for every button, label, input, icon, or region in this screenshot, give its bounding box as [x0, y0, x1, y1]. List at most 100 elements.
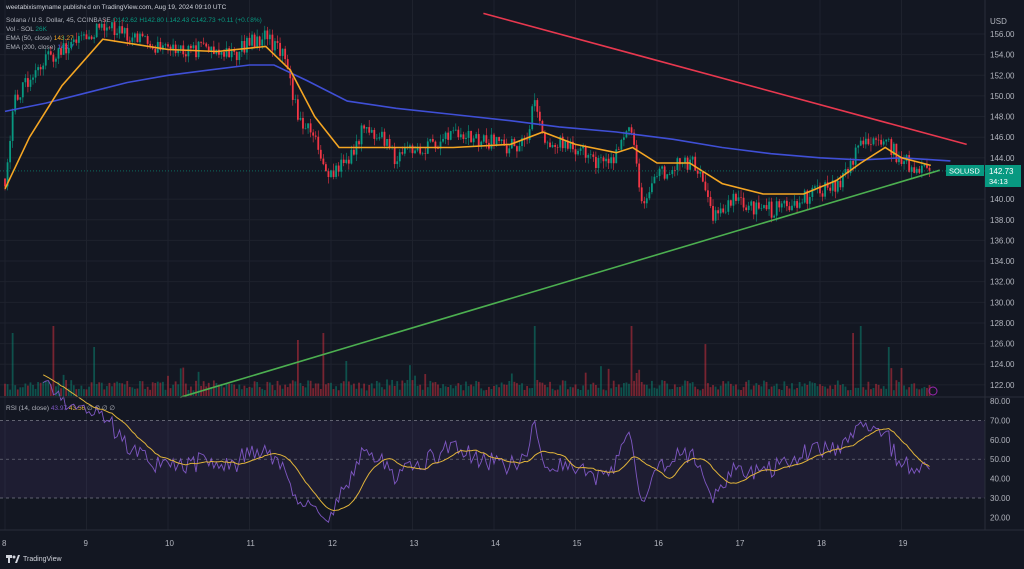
volume-bar — [210, 387, 213, 396]
candle-body — [622, 137, 625, 140]
price-tick: 122.00 — [990, 381, 1015, 390]
volume-bar — [798, 382, 801, 396]
volume-bar — [4, 383, 6, 396]
candle-body — [279, 42, 281, 56]
candle-body — [617, 149, 620, 150]
volume-bar — [431, 382, 434, 396]
candle-body — [319, 149, 322, 159]
candle-body — [745, 207, 748, 210]
volume-bar — [55, 386, 57, 396]
volume-bar — [32, 384, 34, 396]
event-marker-icon[interactable] — [928, 386, 938, 396]
candle-body — [149, 43, 152, 47]
candle-body — [490, 134, 493, 149]
candle-body — [482, 135, 485, 142]
candle-body — [628, 127, 630, 132]
volume-bar — [111, 386, 113, 396]
volume-bar — [77, 388, 80, 396]
volume-bar — [566, 389, 569, 396]
volume-bar — [218, 384, 220, 396]
candle-body — [783, 200, 786, 204]
candle-body — [437, 148, 439, 150]
volume-bar — [689, 383, 692, 396]
candle-body — [847, 168, 849, 174]
volume-bar — [699, 390, 702, 396]
candle-body — [370, 129, 373, 133]
volume-bar — [592, 382, 595, 396]
candle-body — [332, 170, 335, 177]
candle-body — [750, 201, 753, 206]
volume-bar — [763, 380, 765, 396]
volume-bar — [322, 333, 325, 396]
volume-bar — [638, 369, 641, 396]
time-tick: 17 — [736, 539, 745, 548]
candle-body — [712, 205, 714, 221]
price-tick: 154.00 — [990, 51, 1015, 60]
candle-body — [271, 34, 274, 51]
volume-bar — [202, 381, 205, 396]
volume-bar — [37, 382, 40, 396]
candle-body — [778, 201, 781, 208]
volume-bar — [679, 386, 681, 396]
volume-bar — [836, 380, 839, 396]
price-tick: 128.00 — [990, 319, 1015, 328]
volume-bar — [574, 384, 577, 396]
candle-body — [381, 131, 383, 138]
volume-value: 26K — [35, 26, 47, 33]
candle-body — [111, 22, 113, 29]
candle-body — [192, 45, 195, 49]
volume-bar — [449, 385, 452, 396]
candle-body — [691, 156, 694, 160]
candle-body — [34, 70, 37, 78]
candle-body — [409, 145, 411, 147]
volume-bar — [648, 388, 651, 396]
candle-body — [401, 152, 404, 154]
time-tick: 8 — [2, 539, 7, 548]
candle-body — [556, 146, 559, 148]
candle-body — [335, 165, 337, 177]
price-tick: 130.00 — [990, 298, 1015, 307]
volume-bar — [123, 384, 126, 396]
volume-legend[interactable]: Vol · SOL 26K — [6, 26, 47, 33]
volume-bar — [411, 380, 414, 396]
candle-body — [760, 207, 763, 209]
candle-body — [709, 196, 712, 206]
volume-bar — [480, 388, 483, 396]
rsi-tick: 50.00 — [990, 455, 1011, 464]
candle-body — [11, 111, 14, 141]
candle-body — [872, 138, 875, 145]
volume-bar — [821, 385, 824, 396]
volume-bar — [839, 385, 842, 396]
candle-body — [289, 69, 292, 79]
volume-bar — [454, 385, 457, 396]
volume-bar — [915, 388, 918, 396]
candle-body — [373, 129, 376, 139]
candle-body — [508, 148, 511, 154]
volume-bar — [732, 385, 735, 396]
ohlc-change: +0.11 (+0.08%) — [217, 17, 262, 24]
candle-body — [49, 51, 52, 55]
candle-body — [67, 47, 70, 54]
volume-bar — [156, 381, 159, 396]
candle-body — [218, 49, 220, 55]
candle-body — [770, 201, 773, 218]
candle-body — [419, 146, 422, 154]
volume-bar — [330, 382, 332, 396]
volume-bar — [470, 384, 472, 396]
candle-body — [113, 22, 116, 36]
symbol-legend[interactable]: Solana / U.S. Dollar, 45, COINBASE O142.… — [6, 17, 262, 24]
volume-bar — [409, 365, 411, 396]
volume-bar — [60, 388, 62, 396]
candle-body — [640, 187, 643, 202]
candle-body — [605, 158, 607, 162]
volume-bar — [584, 372, 587, 396]
candle-body — [615, 149, 618, 164]
candle-body — [663, 166, 666, 179]
candle-body — [467, 130, 470, 138]
volume-bar — [498, 387, 500, 396]
candle-body — [19, 97, 22, 100]
time-tick: 9 — [84, 539, 89, 548]
candle-body — [462, 134, 465, 140]
volume-bar — [42, 381, 45, 396]
